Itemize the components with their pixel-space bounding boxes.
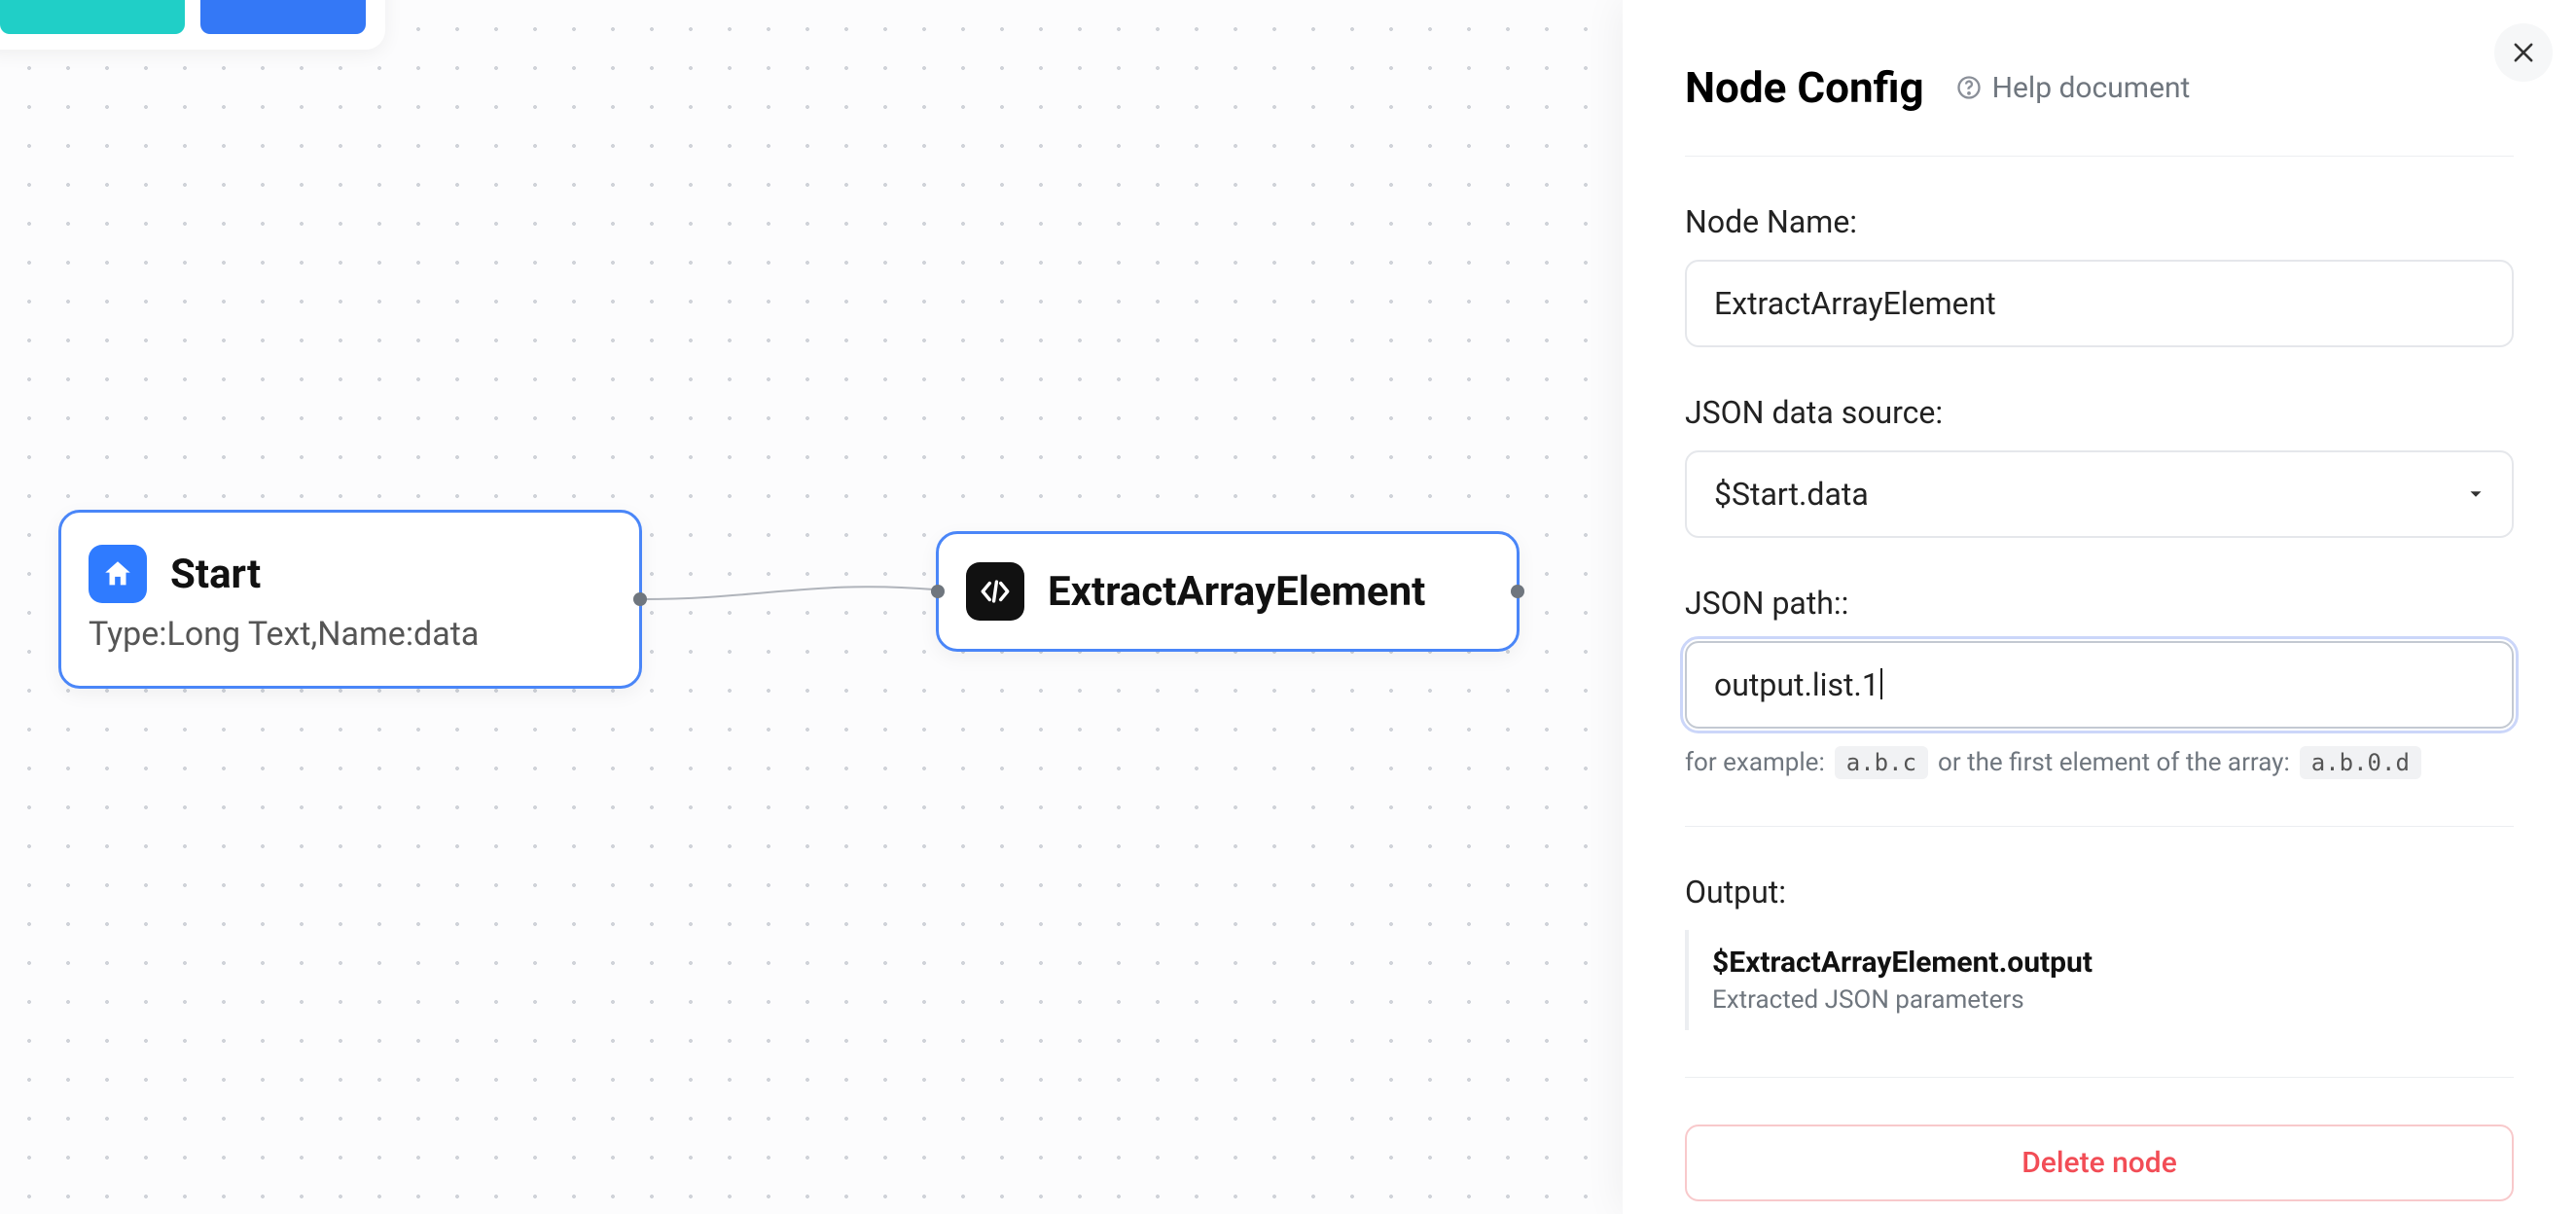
workflow-canvas[interactable]: Start Type:Long Text,Name:data ExtractAr… <box>0 0 1623 1214</box>
data-source-label: JSON data source: <box>1685 394 2514 431</box>
close-button[interactable] <box>2494 23 2553 82</box>
panel-title: Node Config <box>1685 62 1924 113</box>
toolbar-partial <box>0 0 385 50</box>
port-start-out[interactable] <box>633 592 647 606</box>
close-icon <box>2510 39 2537 66</box>
output-variable: $ExtractArrayElement.output <box>1712 946 2490 980</box>
help-document-label: Help document <box>1992 71 2191 105</box>
config-panel: Node Config Help document Node Name: Ext… <box>1623 0 2576 1214</box>
node-name-label: Node Name: <box>1685 203 2514 240</box>
edge-start-to-extract <box>642 584 944 613</box>
json-path-label: JSON path:: <box>1685 585 2514 622</box>
json-path-input[interactable]: output.list.1 <box>1685 641 2514 729</box>
port-extract-in[interactable] <box>931 585 945 598</box>
node-start-title: Start <box>170 551 261 598</box>
node-extract[interactable]: ExtractArrayElement <box>936 531 1520 652</box>
output-description: Extracted JSON parameters <box>1712 985 2490 1015</box>
hint-code-2: a.b.0.d <box>2300 746 2421 779</box>
delete-node-button[interactable]: Delete node <box>1685 1125 2514 1201</box>
output-label: Output: <box>1685 874 2514 910</box>
node-extract-title: ExtractArrayElement <box>1048 568 1425 616</box>
node-name-value: ExtractArrayElement <box>1714 285 1996 322</box>
help-icon <box>1955 74 1983 101</box>
data-source-value: $Start.data <box>1714 476 1869 513</box>
hint-prefix: for example: <box>1685 748 1825 777</box>
help-document-link[interactable]: Help document <box>1955 71 2191 105</box>
code-icon <box>966 562 1024 621</box>
node-start[interactable]: Start Type:Long Text,Name:data <box>58 510 642 689</box>
output-box: $ExtractArrayElement.output Extracted JS… <box>1685 930 2514 1030</box>
json-path-value: output.list.1 <box>1714 666 1882 703</box>
data-source-select[interactable]: $Start.data <box>1685 450 2514 538</box>
node-name-input[interactable]: ExtractArrayElement <box>1685 260 2514 347</box>
toolbar-button-blue[interactable] <box>200 0 366 34</box>
hint-mid: or the first element of the array: <box>1938 748 2290 777</box>
home-icon <box>89 545 147 603</box>
divider <box>1685 826 2514 827</box>
delete-node-label: Delete node <box>2021 1146 2177 1180</box>
toolbar-button-teal[interactable] <box>0 0 185 34</box>
node-start-subtitle: Type:Long Text,Name:data <box>89 615 479 654</box>
divider-2 <box>1685 1077 2514 1078</box>
hint-code-1: a.b.c <box>1835 746 1928 779</box>
port-extract-out[interactable] <box>1511 585 1524 598</box>
json-path-hint: for example: a.b.c or the first element … <box>1685 746 2514 779</box>
